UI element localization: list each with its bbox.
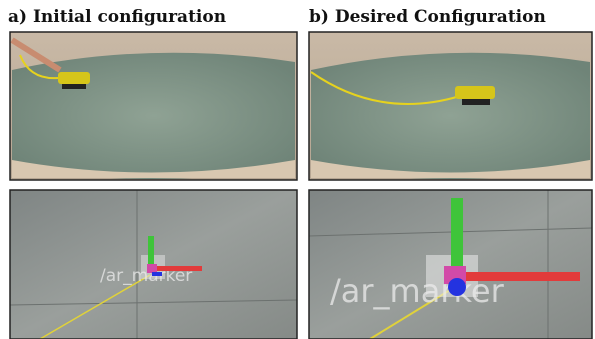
figure: a) Initial configuration b) Desired Conf… <box>0 0 595 339</box>
camera-view-desired: /ar_marker <box>309 190 592 339</box>
camera-view-initial: /ar_marker <box>10 190 297 339</box>
photo-initial <box>10 32 297 180</box>
photo-desired <box>309 32 592 180</box>
panel-label: b) Desired Configuration <box>309 7 546 27</box>
panel-label: a) Initial configuration <box>8 7 226 27</box>
